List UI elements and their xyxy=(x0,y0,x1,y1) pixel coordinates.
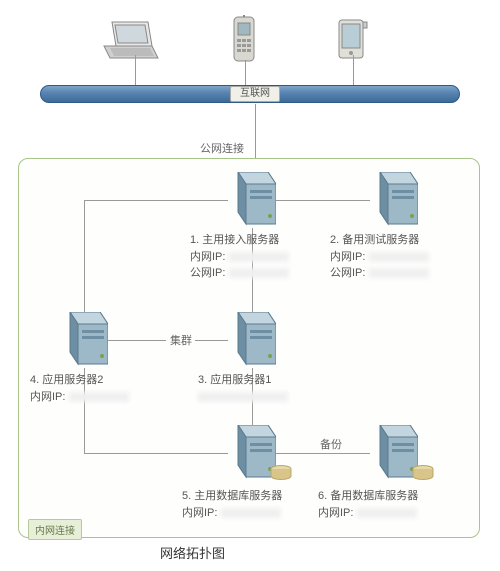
edge-line xyxy=(353,55,354,85)
laptop-icon xyxy=(100,18,160,66)
edge-line xyxy=(276,453,370,454)
edge-line xyxy=(108,340,166,341)
feature-phone-icon xyxy=(230,15,258,68)
smartphone-icon xyxy=(335,18,369,65)
server-app-1 xyxy=(228,312,276,368)
server-label: 5. 主用数据库服务器 内网IP: xyxy=(182,488,282,521)
server-backup-test xyxy=(370,172,418,228)
diagram-caption: 网络拓扑图 xyxy=(160,543,225,562)
database-disk-icon xyxy=(270,465,292,481)
edge-label-backup: 备份 xyxy=(320,436,342,452)
server-label: 6. 备用数据库服务器 内网IP: xyxy=(318,488,418,521)
edge-line xyxy=(84,453,228,454)
server-db-backup xyxy=(370,425,418,481)
edge-line xyxy=(135,55,136,85)
edge-line xyxy=(245,60,246,85)
database-disk-icon xyxy=(412,465,434,481)
server-label: 4. 应用服务器2 内网IP: xyxy=(30,372,129,405)
public-connection-label: 公网连接 xyxy=(200,140,244,156)
client-devices-row xyxy=(0,10,500,70)
edge-line xyxy=(195,340,228,341)
edge-line xyxy=(84,200,228,201)
server-main-access xyxy=(228,172,276,228)
internet-label: 互联网 xyxy=(230,86,280,102)
server-label: 1. 主用接入服务器 内网IP: 公网IP: xyxy=(190,232,289,282)
server-db-main xyxy=(228,425,276,481)
server-label: 3. 应用服务器1 xyxy=(198,372,288,405)
server-app-2 xyxy=(60,312,108,368)
edge-line xyxy=(276,200,370,201)
intranet-tag: 内网连接 xyxy=(28,519,82,540)
edge-label-cluster: 集群 xyxy=(170,332,192,348)
server-label: 2. 备用测试服务器 内网IP: 公网IP: xyxy=(330,232,429,282)
edge-line xyxy=(84,200,85,312)
